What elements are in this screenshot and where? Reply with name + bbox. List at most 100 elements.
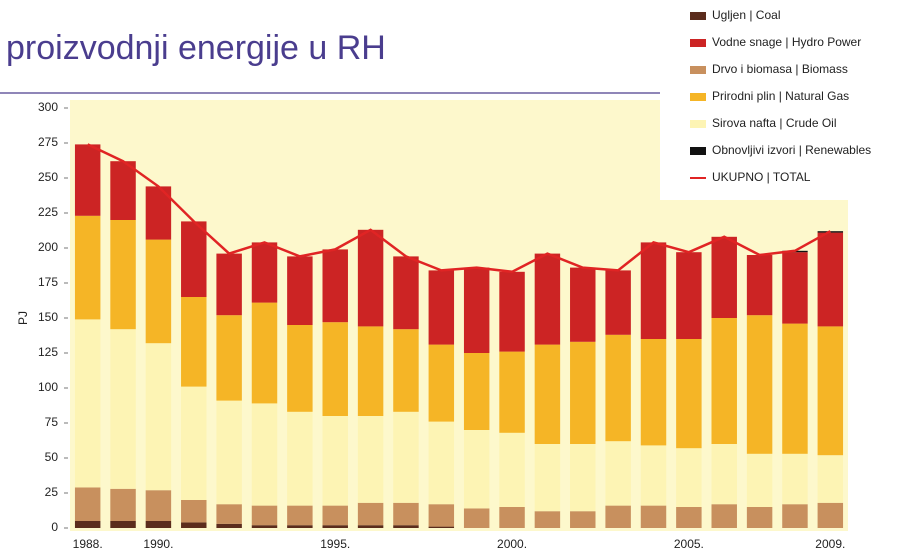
bar-segment xyxy=(322,525,348,528)
bar-segment xyxy=(357,416,384,503)
bar-segment xyxy=(322,416,348,506)
bar-segment xyxy=(428,526,455,528)
bar-segment xyxy=(746,315,773,454)
bar-segment xyxy=(357,502,384,526)
bar-segment xyxy=(216,400,242,505)
bar-segment xyxy=(817,502,844,528)
bar-segment xyxy=(782,504,808,528)
bar-segment xyxy=(322,322,348,416)
legend-swatch xyxy=(690,147,706,155)
bar-segment xyxy=(181,500,207,523)
bar-segment xyxy=(393,411,419,503)
bar-segment xyxy=(570,267,596,342)
bar-segment xyxy=(782,252,808,324)
legend-swatch xyxy=(690,12,706,20)
bar-segment xyxy=(782,323,808,454)
bar-segment xyxy=(216,253,242,316)
legend-label: Obnovljivi izvori | Renewables xyxy=(712,143,871,157)
legend-swatch xyxy=(690,120,706,128)
bar-segment xyxy=(746,507,773,528)
bar-segment xyxy=(287,325,313,412)
y-tick-label: 150 xyxy=(38,310,58,324)
y-tick-label: 25 xyxy=(45,485,59,499)
bar-segment xyxy=(534,344,561,444)
bar-segment xyxy=(463,267,490,353)
bar-segment xyxy=(251,302,278,404)
bar-segment xyxy=(499,351,525,433)
bar-segment xyxy=(74,144,101,216)
bar-segment xyxy=(287,256,313,325)
bar-segment xyxy=(817,326,844,456)
bar-segment xyxy=(181,297,207,387)
legend-label: Vodne snage | Hydro Power xyxy=(712,35,861,49)
bar-segment xyxy=(110,521,136,528)
bar-segment xyxy=(711,444,737,505)
bar-segment xyxy=(817,232,844,327)
bar-segment xyxy=(605,334,631,442)
bar-segment xyxy=(463,508,490,528)
bar-segment xyxy=(216,523,242,528)
bar-segment xyxy=(145,490,172,521)
y-tick-label: 125 xyxy=(38,345,58,359)
bar-segment xyxy=(711,318,737,444)
legend-label: Sirova nafta | Crude Oil xyxy=(712,116,837,130)
bar-segment xyxy=(640,242,667,339)
bar-segment xyxy=(676,448,702,507)
bar-segment xyxy=(287,525,313,528)
bar-segment xyxy=(676,507,702,528)
total-line xyxy=(87,143,831,274)
y-tick-label: 225 xyxy=(38,205,58,219)
bar-segment xyxy=(782,453,808,505)
bar-segment xyxy=(534,444,561,512)
legend-label: Ugljen | Coal xyxy=(712,8,780,22)
bar-segment xyxy=(676,252,702,339)
bar-segment xyxy=(463,353,490,430)
bar-segment xyxy=(428,504,455,527)
bar-segment xyxy=(570,341,596,444)
bar-segment xyxy=(570,511,596,528)
y-tick-label: 275 xyxy=(38,135,58,149)
bar-segment xyxy=(181,386,207,500)
bar-segment xyxy=(605,441,631,506)
bar-segment xyxy=(605,270,631,335)
bar-segment xyxy=(393,256,419,330)
bar-segment xyxy=(145,343,172,491)
bar-segment xyxy=(322,249,348,323)
bar-segment xyxy=(74,215,101,320)
bar-segment xyxy=(463,430,490,509)
bar-segment xyxy=(251,525,278,528)
y-tick-label: 200 xyxy=(38,240,58,254)
bar-segment xyxy=(287,411,313,506)
legend: Ugljen | Coal Vodne snage | Hydro Power Dr… xyxy=(690,8,871,184)
bar-segment xyxy=(322,505,348,526)
bar-segment xyxy=(145,521,172,528)
y-tick-label: 50 xyxy=(45,450,59,464)
legend-swatch xyxy=(690,93,706,101)
bar-segment xyxy=(357,229,384,327)
bar-segment xyxy=(181,221,207,297)
bar-segment xyxy=(393,502,419,526)
bar-segment xyxy=(287,505,313,526)
x-tick-label: 2005. xyxy=(674,537,704,551)
y-tick-label: 175 xyxy=(38,275,58,289)
chart-title: proizvodnji energije u RH xyxy=(6,29,386,67)
bar-segment xyxy=(570,444,596,512)
bar-segment xyxy=(110,488,136,521)
x-tick-label: 1995. xyxy=(320,537,350,551)
bar-segment xyxy=(746,255,773,316)
bar-segment xyxy=(711,236,737,318)
bar-segment xyxy=(357,326,384,416)
y-tick-label: 300 xyxy=(38,100,58,114)
x-tick-label: 1990. xyxy=(143,537,173,551)
bar-segment xyxy=(251,505,278,526)
bar-segment xyxy=(393,525,419,528)
legend-swatch xyxy=(690,39,706,47)
bar-segment xyxy=(428,344,455,422)
bar-segment xyxy=(640,445,667,506)
y-axis-label: PJ xyxy=(16,311,30,325)
bar-segment xyxy=(251,403,278,506)
bar-segment xyxy=(534,253,561,345)
bar-segment xyxy=(357,525,384,528)
bar-segment xyxy=(393,329,419,412)
